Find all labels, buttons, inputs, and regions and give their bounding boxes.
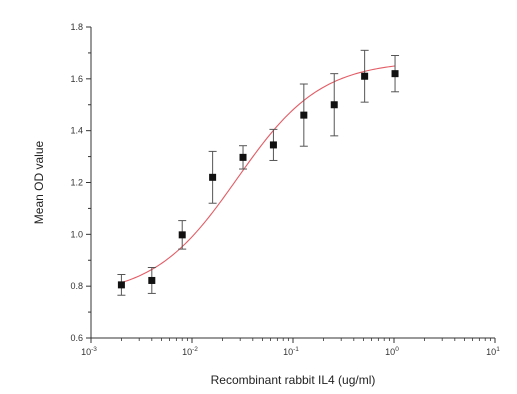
y-tick-label: 1.8 [70, 22, 83, 32]
data-point [148, 276, 156, 284]
x-tick-label: 101 [486, 346, 500, 357]
data-point [361, 72, 369, 80]
data-point [178, 231, 186, 239]
y-tick-label: 1.0 [70, 229, 83, 239]
data-point [269, 141, 277, 149]
y-axis-title: Mean OD value [32, 140, 46, 224]
data-point [391, 70, 399, 78]
tick-labels: 0.6 0.8 1.0 1.2 1.4 1.6 1.8 10-3 10-2 10-1 100 101 [70, 22, 500, 357]
y-tick-label: 1.4 [70, 126, 83, 136]
data-point [239, 153, 247, 161]
fit-curve-layer [121, 65, 396, 284]
data-point [300, 111, 308, 119]
y-tick-label: 1.6 [70, 74, 83, 84]
axes [86, 26, 496, 343]
data-point [117, 281, 125, 289]
y-tick-label: 1.2 [70, 178, 83, 188]
x-tick-label: 10-3 [81, 346, 97, 357]
fit-curve [121, 65, 396, 284]
y-tick-label: 0.8 [70, 281, 83, 291]
data-points-layer [117, 70, 399, 289]
x-tick-label: 10-2 [182, 346, 198, 357]
data-point [209, 173, 217, 181]
error-bars-layer [117, 49, 400, 296]
x-tick-label: 100 [385, 346, 399, 357]
data-point [330, 101, 338, 109]
x-axis-title: Recombinant rabbit IL4 (ug/ml) [211, 373, 376, 387]
y-tick-label: 0.6 [70, 333, 83, 343]
x-tick-label: 10-1 [283, 346, 299, 357]
